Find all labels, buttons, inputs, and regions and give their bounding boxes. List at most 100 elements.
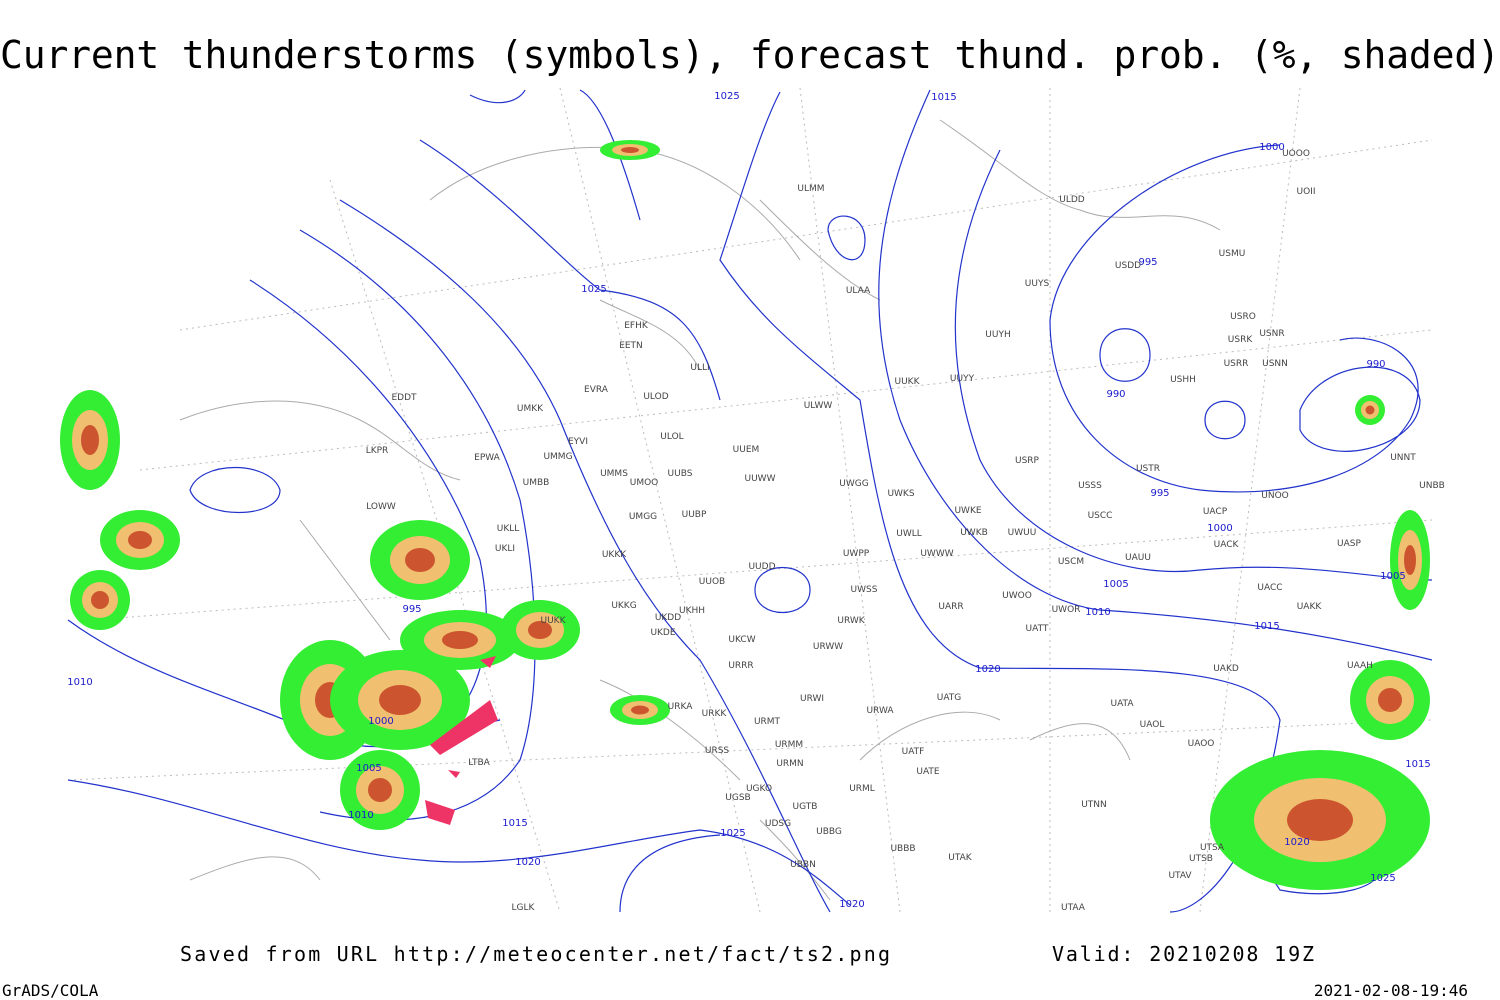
station-label: UTAV [1168,871,1192,881]
isobar-label: 1000 [1259,142,1284,153]
station-label: UGKO [746,784,772,794]
station-label: URKA [668,702,694,712]
isobar-label: 995 [1138,257,1157,268]
station-label: EPWA [474,453,501,463]
station-label: LOWW [366,502,396,512]
station-label: UBBB [890,844,915,854]
station-label: UUKK [895,377,921,387]
station-label: UMMG [543,452,572,462]
shade-high [405,548,435,572]
station-label: UATG [937,693,962,703]
station-label: LTBA [468,758,490,768]
station-label: LGLK [512,903,536,913]
station-label: ULAA [846,286,871,296]
shade-high [1378,688,1402,712]
station-label: UNNT [1390,453,1416,463]
station-label: URWK [837,616,865,626]
station-label: USHH [1170,375,1196,385]
station-label: UATT [1026,624,1049,634]
station-label: UGTB [793,802,818,812]
station-label: UOOO [1282,149,1310,159]
station-label: UMMS [600,469,628,479]
station-label: USCM [1058,557,1084,567]
station-label: USRR [1224,359,1249,369]
isobar-label: 990 [1366,359,1385,370]
isobar-label: 1015 [1405,759,1430,770]
station-label: UBBN [790,860,816,870]
isobar-label: 995 [402,604,421,615]
station-label: URSS [705,746,730,756]
station-label: UATA [1110,699,1134,709]
shade-high [1404,545,1416,575]
station-label: EETN [619,341,643,351]
shade-high [528,621,552,639]
isobar-label: 1020 [1284,837,1309,848]
station-label: UWKS [887,489,914,499]
thunderstorm-symbols [425,656,498,825]
isobar-label: 1010 [348,810,373,821]
station-label: UUBS [668,469,693,479]
station-label: UNBB [1419,481,1445,491]
station-label: URKK [702,709,728,719]
shade-high [128,531,152,549]
station-label: UMGG [629,512,657,522]
station-label: USNN [1262,359,1288,369]
station-label: UUKK [541,616,567,626]
isobar-label: 1015 [931,92,956,103]
station-label: UKHH [679,606,705,616]
station-label: UUYS [1025,279,1050,289]
station-label: UUYY [950,374,975,384]
station-label: UUDD [748,562,775,572]
station-label: URMT [754,717,781,727]
isobar-label: 1010 [1085,607,1110,618]
station-label: UOII [1297,187,1316,197]
station-label: EYVI [568,437,588,447]
station-label: USCC [1088,511,1113,521]
station-label: ULOL [660,432,683,442]
station-label: EFHK [624,321,649,331]
station-label: UKKG [611,601,636,611]
station-label: UTSB [1189,854,1213,864]
station-label: EVRA [584,385,609,395]
station-label: UWUU [1008,528,1037,538]
station-label: UAAH [1347,661,1373,671]
station-label: UTNN [1081,800,1107,810]
station-label: UATF [902,747,925,757]
station-label: UMKK [517,404,544,414]
station-label: USDD [1115,261,1141,271]
station-label: USMU [1219,249,1246,259]
shade-high [379,685,421,715]
shade-high [631,705,649,715]
station-label: UKDD [655,613,681,623]
station-label: USRO [1230,312,1256,322]
station-label: UUYH [985,330,1010,340]
thunderstorm-probability-shading [60,140,1430,890]
station-label: UDSG [765,819,791,829]
timestamp: 2021-02-08-19:46 [1314,981,1468,1000]
station-label: UWOR [1052,605,1081,615]
station-label: USNR [1259,329,1284,339]
station-label: UWOO [1002,591,1032,601]
station-label: UWLL [896,529,922,539]
isobar-label: 1020 [515,857,540,868]
station-label: UTSA [1200,843,1225,853]
station-label: UKKK [602,550,627,560]
station-label: UWSS [851,585,878,595]
shade-high [1365,405,1375,415]
station-label: URWW [813,642,843,652]
station-label: UATE [916,767,940,777]
station-label: USTR [1136,464,1160,474]
station-label: UACC [1257,583,1282,593]
station-label: UUOB [699,577,725,587]
station-label: UKLI [495,544,515,554]
isobar-label: 1025 [1370,873,1395,884]
isobar-label: 1025 [714,91,739,102]
station-label: UTAA [1061,903,1086,913]
station-label: UAKK [1297,602,1323,612]
station-label: UNOO [1261,491,1289,501]
station-label: UGSB [725,793,750,803]
shade-high [442,631,478,649]
shade-high [1287,799,1353,841]
station-label: UAKD [1213,664,1239,674]
station-label: UKLL [497,524,520,534]
